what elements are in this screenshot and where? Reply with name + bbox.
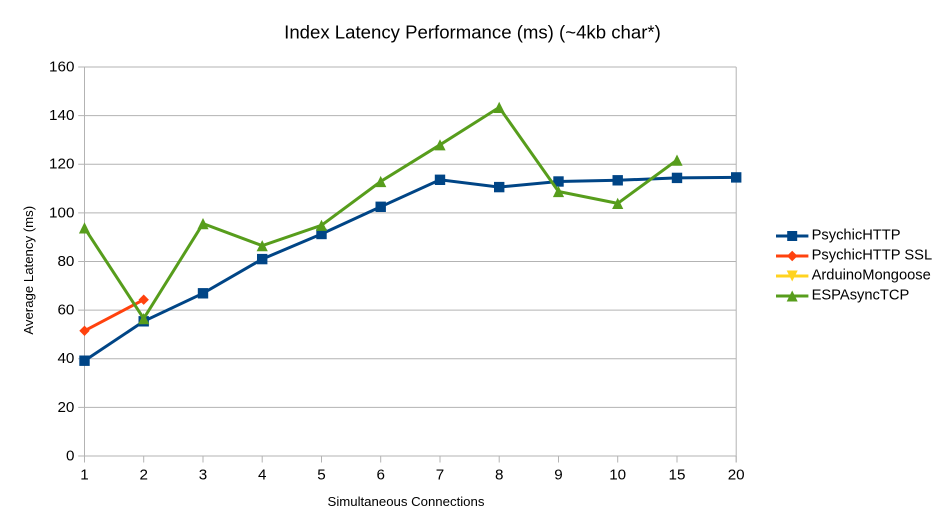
svg-text:140: 140 <box>49 107 74 124</box>
svg-text:Index Latency Performance (ms): Index Latency Performance (ms) (~4kb cha… <box>284 21 661 42</box>
svg-text:ESPAsyncTCP: ESPAsyncTCP <box>812 288 910 304</box>
svg-text:60: 60 <box>57 302 74 319</box>
svg-text:100: 100 <box>49 204 74 221</box>
svg-text:80: 80 <box>57 253 74 270</box>
svg-text:7: 7 <box>436 466 444 483</box>
svg-text:2: 2 <box>139 466 147 483</box>
svg-text:120: 120 <box>49 156 74 173</box>
svg-text:3: 3 <box>199 466 207 483</box>
svg-text:10: 10 <box>609 466 626 483</box>
svg-text:1: 1 <box>80 466 88 483</box>
svg-text:PsychicHTTP: PsychicHTTP <box>812 228 901 244</box>
svg-text:8: 8 <box>495 466 503 483</box>
svg-text:ArduinoMongoose: ArduinoMongoose <box>812 268 931 284</box>
svg-text:15: 15 <box>669 466 686 483</box>
svg-text:20: 20 <box>728 466 745 483</box>
svg-text:40: 40 <box>57 350 74 367</box>
svg-text:4: 4 <box>258 466 266 483</box>
svg-text:PsychicHTTP SSL: PsychicHTTP SSL <box>812 248 933 264</box>
svg-text:0: 0 <box>66 447 74 464</box>
svg-text:Average Latency (ms): Average Latency (ms) <box>21 206 36 335</box>
svg-text:Simultaneous Connections: Simultaneous Connections <box>328 494 485 509</box>
svg-text:160: 160 <box>49 58 74 75</box>
svg-text:20: 20 <box>57 399 74 416</box>
svg-text:6: 6 <box>376 466 384 483</box>
svg-text:9: 9 <box>554 466 562 483</box>
svg-text:5: 5 <box>317 466 325 483</box>
